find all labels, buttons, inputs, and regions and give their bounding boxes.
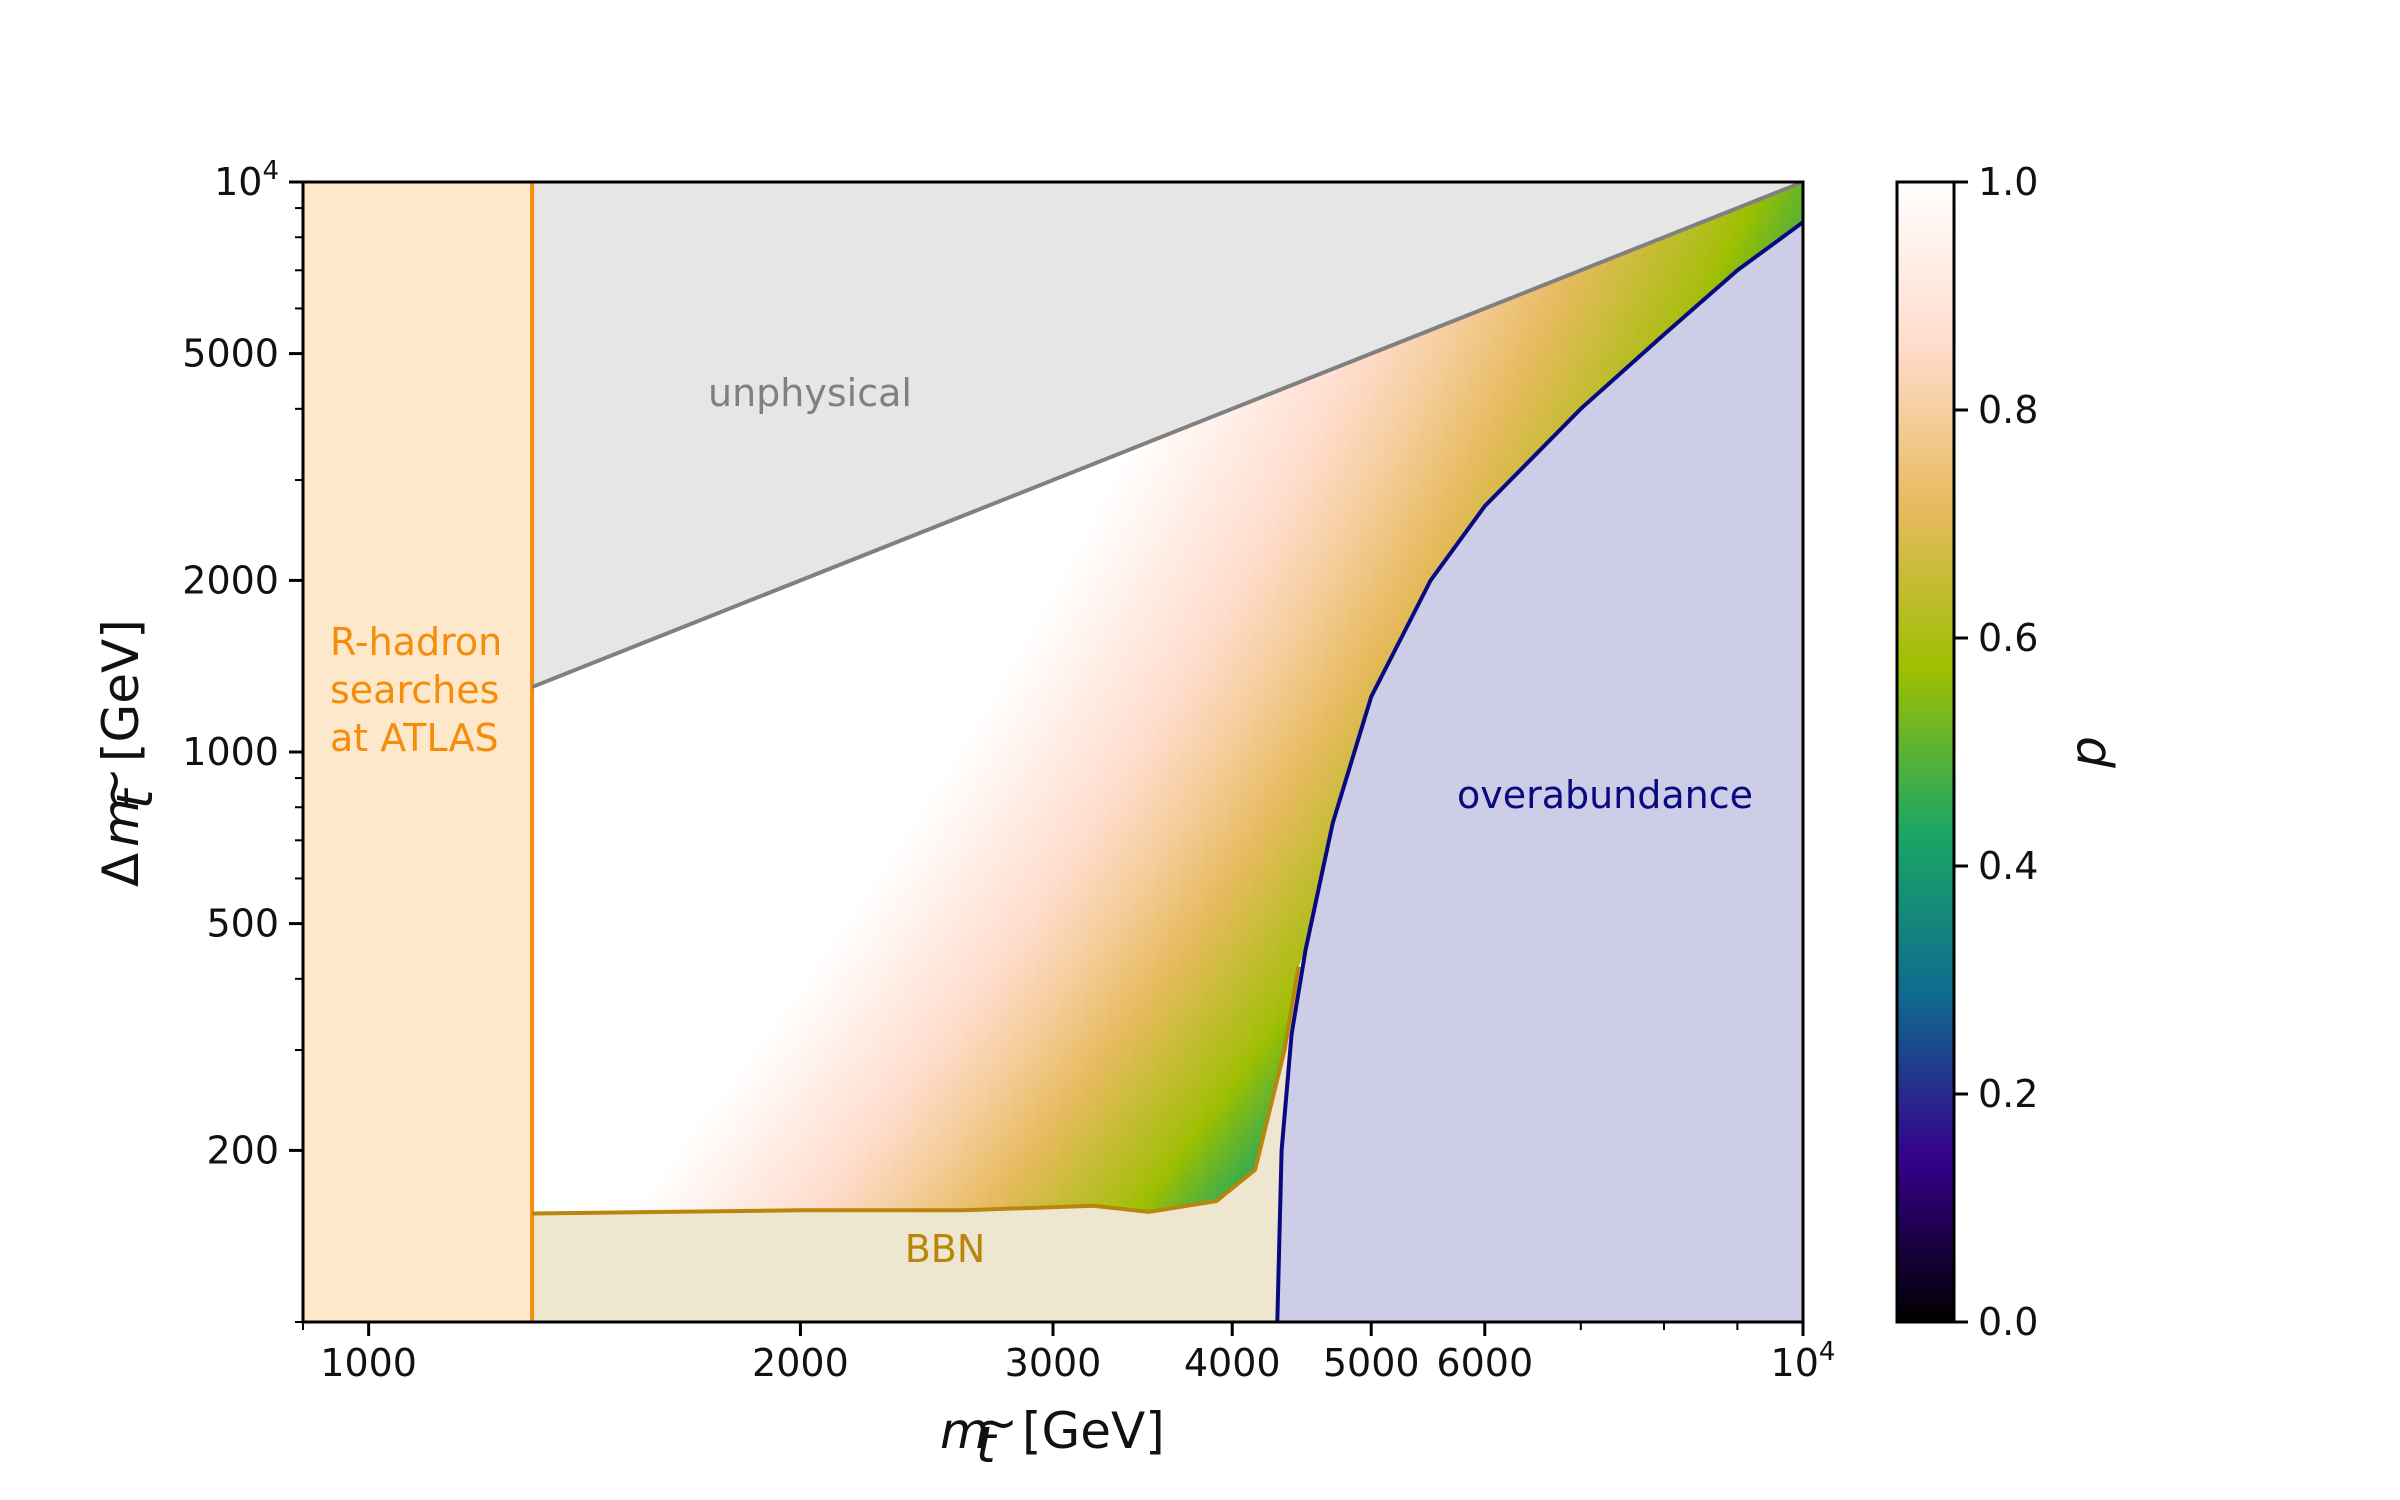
x-tick-label: 104	[1771, 1337, 1836, 1385]
colorbar-tick-label: 0.6	[1978, 616, 2038, 660]
x-tick-label: 6000	[1436, 1341, 1533, 1385]
x-axis-label: m t ~ [GeV]	[940, 1394, 1165, 1474]
colorbar-tick-label: 0.8	[1978, 388, 2038, 432]
region-label-bbn: BBN	[905, 1227, 986, 1271]
rhadron-line-1: R-hadron	[330, 620, 502, 664]
colorbar-ticks: 0.0 0.2 0.4 0.6 0.8 1.0	[1954, 160, 2038, 1344]
region-label-unphysical: unphysical	[708, 371, 912, 415]
x-tick-label: 1000	[320, 1341, 417, 1385]
y-tick-label: 200	[206, 1128, 279, 1172]
x-tick-label: 4000	[1184, 1341, 1281, 1385]
x-tick-label: 5000	[1323, 1341, 1420, 1385]
colorbar-tick-label: 0.4	[1978, 844, 2038, 888]
y-tick-label: 1000	[182, 730, 279, 774]
x-tick-label: 3000	[1005, 1341, 1102, 1385]
colorbar-label: p	[2059, 736, 2117, 769]
y-tick-label: 500	[206, 902, 279, 946]
colorbar-tick-label: 0.2	[1978, 1072, 2038, 1116]
region-label-rhadron: R-hadron searches at ATLAS	[330, 620, 514, 760]
plot-area	[303, 182, 1805, 1323]
colorbar	[1897, 182, 1954, 1322]
rhadron-line-3: at ATLAS	[330, 716, 499, 760]
x-axis: 1000 2000 3000 4000 5000 6000 104	[303, 1322, 1835, 1385]
colorbar-tick-label: 0.0	[1978, 1300, 2038, 1344]
y-tick-label: 104	[214, 156, 279, 204]
y-axis-label: Δ m t ~ [GeV]	[84, 619, 164, 887]
y-axis: 200 500 1000 2000 5000 104	[182, 156, 303, 1322]
y-tick-label: 5000	[182, 332, 279, 376]
region-label-overabundance: overabundance	[1457, 773, 1753, 817]
rhadron-line-2: searches	[330, 668, 499, 712]
colorbar-tick-label: 1.0	[1978, 160, 2038, 204]
x-tick-label: 2000	[752, 1341, 849, 1385]
y-tick-label: 2000	[182, 558, 279, 602]
